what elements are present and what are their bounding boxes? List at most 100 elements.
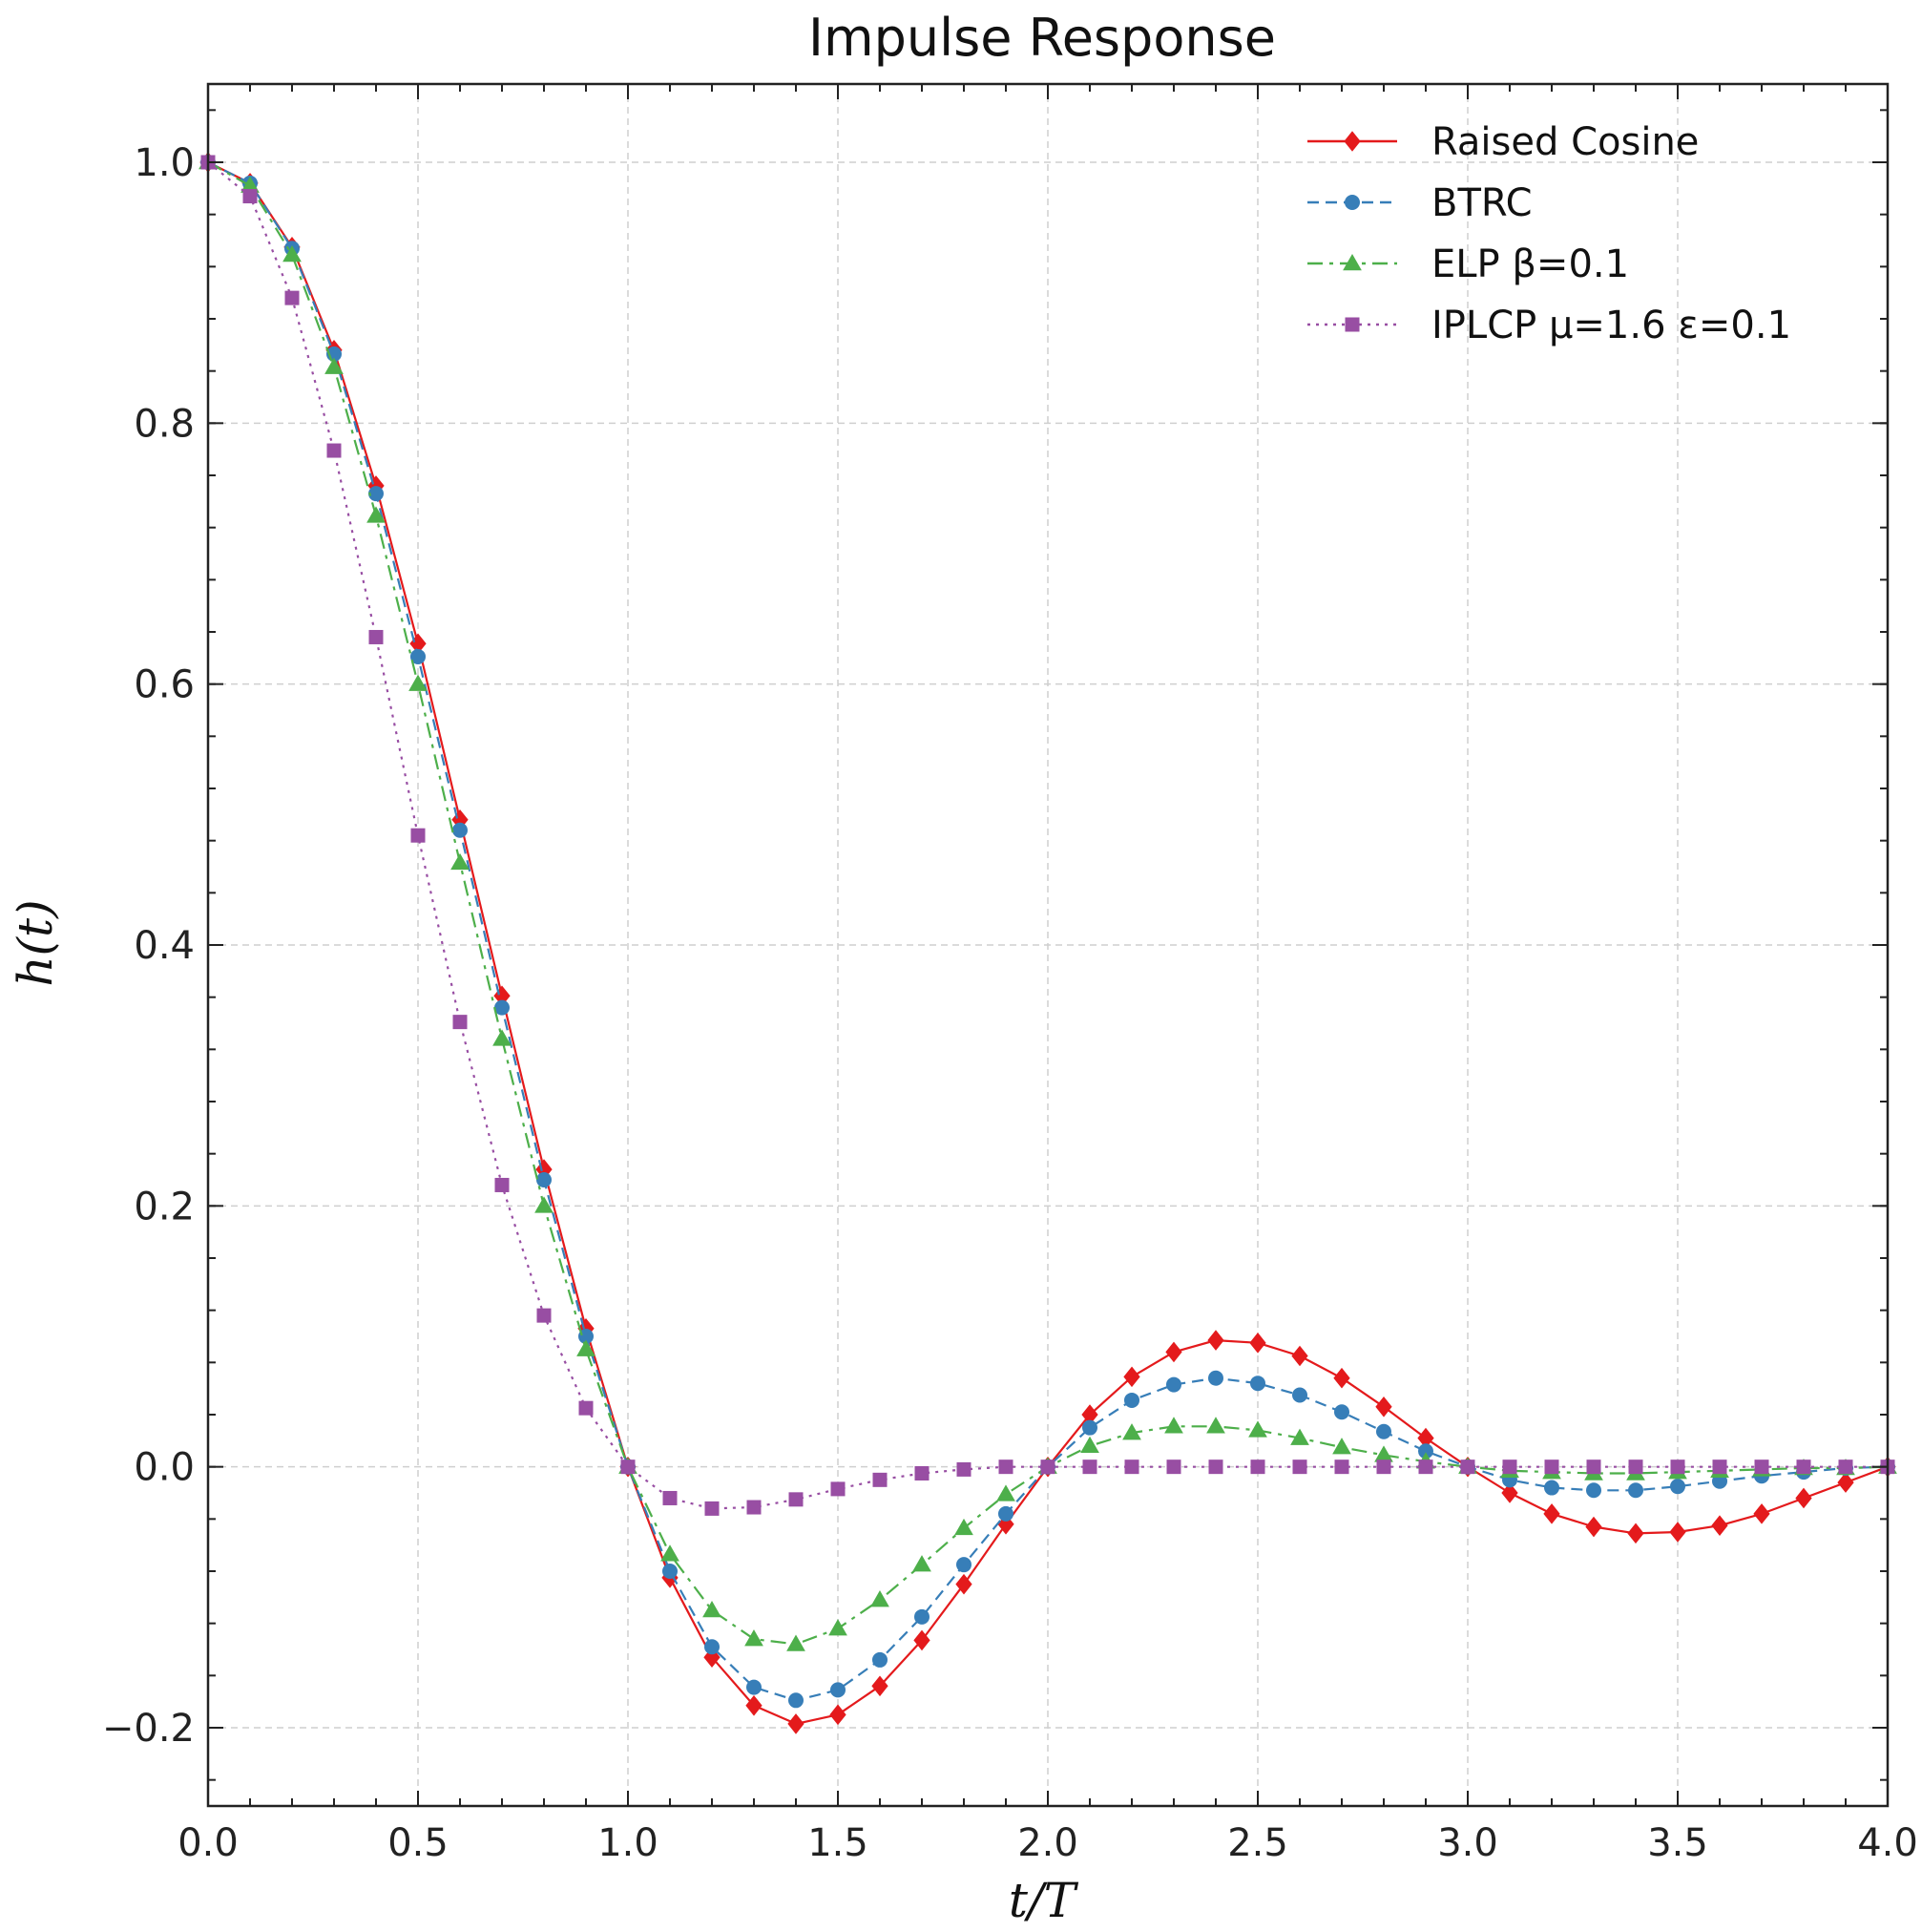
data-point <box>788 1492 804 1507</box>
data-point <box>1627 1522 1644 1544</box>
data-point <box>452 1015 468 1030</box>
legend-label: ELP β=0.1 <box>1431 242 1629 286</box>
data-point <box>660 1544 679 1562</box>
x-axis-label: t/T <box>1009 1873 1079 1928</box>
data-point <box>410 648 426 664</box>
data-point <box>996 1484 1015 1502</box>
data-point <box>662 1490 678 1505</box>
data-point <box>830 1481 846 1497</box>
data-point <box>1082 1419 1097 1436</box>
data-point <box>1164 1417 1183 1434</box>
legend-swatch-marker <box>1345 195 1360 210</box>
data-point <box>1207 1330 1224 1351</box>
data-point <box>1250 1376 1265 1392</box>
y-tick-labels: −0.2 0.0 0.2 0.4 0.6 0.8 1.0 <box>102 141 195 1751</box>
data-point <box>494 999 510 1016</box>
legend-item: IPLCP μ=1.6 ε=0.1 <box>1307 304 1791 347</box>
data-point <box>1291 1345 1308 1367</box>
x-tick-label: 1.0 <box>597 1821 658 1865</box>
data-point <box>1669 1522 1686 1543</box>
y-tick-label: 1.0 <box>134 141 195 185</box>
data-point <box>1290 1428 1309 1445</box>
data-point <box>744 1629 763 1647</box>
x-tick-label: 2.5 <box>1227 1821 1288 1865</box>
data-point <box>1122 1423 1141 1440</box>
data-point <box>914 1608 930 1625</box>
data-point <box>828 1619 847 1636</box>
data-point <box>746 1500 762 1515</box>
data-point <box>1040 1460 1055 1475</box>
data-point <box>1123 1366 1140 1388</box>
legend-label: IPLCP μ=1.6 ε=0.1 <box>1431 304 1791 347</box>
data-point <box>1544 1460 1559 1475</box>
x-tick-labels: 0.0 0.5 1.0 1.5 2.0 2.5 3.0 3.5 4.0 <box>178 1821 1918 1865</box>
data-point <box>1374 1445 1393 1462</box>
data-point <box>871 1675 888 1697</box>
data-point <box>1796 1460 1811 1475</box>
data-point <box>788 1692 804 1709</box>
x-tick-label: 3.5 <box>1647 1821 1708 1865</box>
data-point <box>1753 1503 1770 1524</box>
x-tick-label: 1.5 <box>807 1821 868 1865</box>
legend-item: Raised Cosine <box>1307 120 1699 164</box>
data-point <box>324 357 344 374</box>
legend-swatch-marker <box>1345 317 1360 332</box>
data-point <box>1712 1460 1727 1475</box>
data-point <box>242 189 258 204</box>
data-point <box>1248 1420 1267 1438</box>
data-point <box>620 1460 636 1475</box>
data-point <box>450 852 470 871</box>
data-point <box>1334 1460 1349 1475</box>
data-point <box>410 828 426 843</box>
data-point <box>704 1639 720 1655</box>
data-point <box>1124 1460 1139 1475</box>
data-point <box>998 1505 1013 1522</box>
data-point <box>829 1704 846 1726</box>
data-point <box>1585 1516 1602 1538</box>
data-point <box>954 1518 973 1536</box>
legend: Raised Cosine BTRC ELP β=0.1 IPLCP μ=1.6 ε=… <box>1307 120 1791 347</box>
data-point <box>1502 1460 1517 1475</box>
data-point <box>366 506 386 523</box>
data-point <box>408 674 428 691</box>
legend-label: Raised Cosine <box>1431 120 1699 164</box>
data-point <box>1418 1460 1433 1475</box>
data-point <box>704 1501 720 1516</box>
data-point <box>872 1472 888 1487</box>
data-point <box>1250 1460 1265 1475</box>
data-point <box>1165 1341 1182 1363</box>
data-point <box>662 1564 678 1579</box>
data-point <box>1166 1460 1181 1475</box>
data-point <box>912 1555 931 1572</box>
data-point <box>494 1177 510 1192</box>
data-point <box>1543 1503 1560 1524</box>
data-point <box>576 1339 595 1356</box>
data-point <box>536 1308 552 1323</box>
data-point <box>1628 1460 1643 1475</box>
data-point <box>534 1196 554 1213</box>
data-point <box>1754 1460 1769 1475</box>
legend-swatch-marker <box>1344 131 1361 152</box>
data-point <box>1837 1472 1854 1493</box>
plot-series <box>198 152 1897 1734</box>
data-point <box>282 245 302 262</box>
data-point <box>745 1694 763 1716</box>
data-point <box>284 290 300 305</box>
x-tick-label: 0.5 <box>387 1821 449 1865</box>
data-point <box>786 1634 805 1651</box>
legend-swatch-marker <box>1343 253 1362 271</box>
data-point <box>830 1682 846 1698</box>
data-point <box>1082 1460 1097 1475</box>
data-point <box>956 1557 971 1573</box>
data-point <box>368 486 384 502</box>
data-point <box>1206 1417 1225 1434</box>
data-point <box>955 1573 972 1595</box>
y-tick-label: 0.0 <box>134 1446 195 1490</box>
y-tick-label: −0.2 <box>102 1707 195 1751</box>
data-point <box>1544 1480 1559 1496</box>
data-point <box>1711 1515 1728 1536</box>
data-point <box>1249 1333 1266 1354</box>
data-point <box>1628 1482 1643 1499</box>
y-tick-label: 0.4 <box>134 924 195 968</box>
